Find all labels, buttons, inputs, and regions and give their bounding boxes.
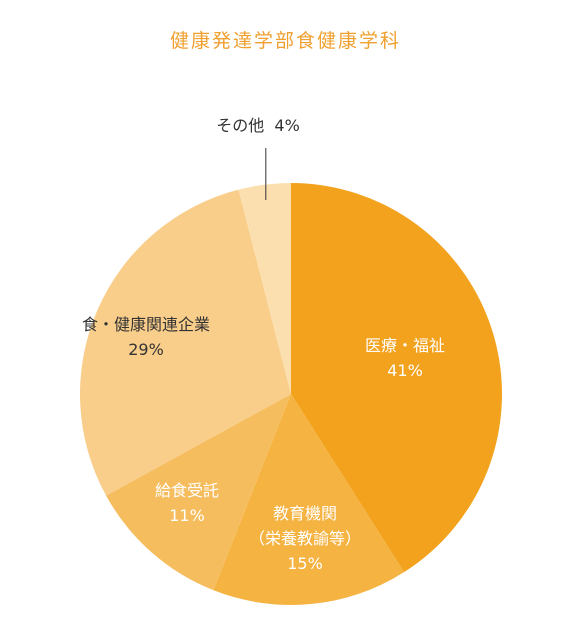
- pie-slice-0: [291, 183, 502, 573]
- slice-value-2: 11%: [169, 506, 205, 525]
- pie-slice-2: [106, 394, 291, 591]
- slice-label-1: （栄養教諭等）: [249, 529, 361, 548]
- slice-value-1: 15%: [287, 554, 323, 573]
- pie-slice-4: [238, 183, 291, 394]
- slice-label-4: その他 4%: [216, 116, 300, 135]
- slice-label-2: 給食受託: [155, 481, 219, 500]
- pie-slice-1: [213, 394, 405, 605]
- chart-title: 健康発達学部食健康学科: [169, 30, 401, 52]
- slice-label-3: 食・健康関連企業: [82, 315, 210, 334]
- slice-value-3: 29%: [128, 340, 164, 359]
- slice-value-0: 41%: [387, 361, 423, 380]
- slice-label-0: 医療・福祉: [365, 336, 445, 355]
- slice-label-1: 教育機関: [273, 504, 337, 523]
- pie-slice-3: [80, 189, 292, 496]
